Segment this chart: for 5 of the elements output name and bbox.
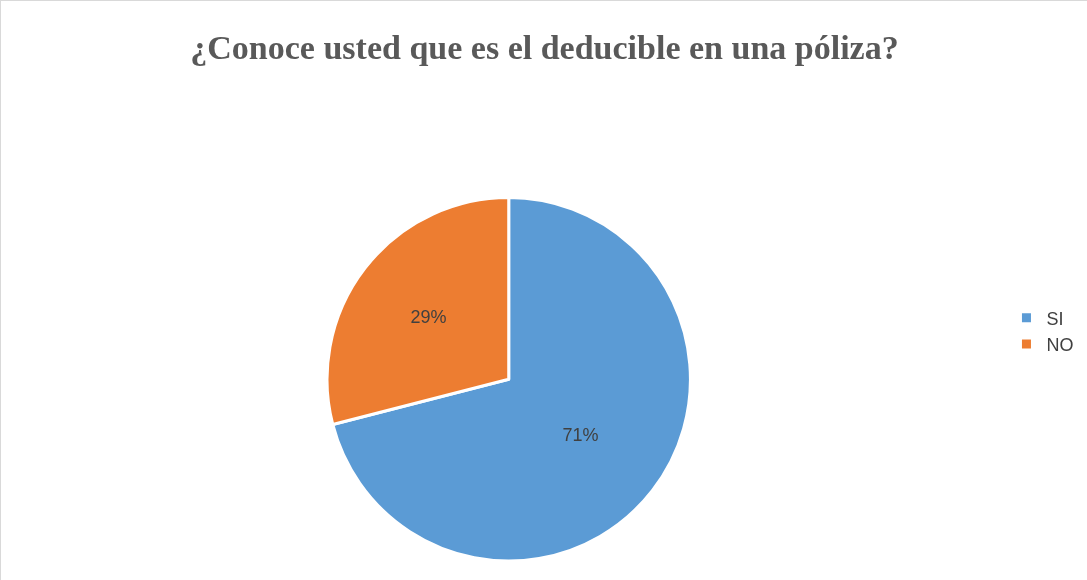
- chart-title: ¿Conoce usted que es el deducible en una póliza?: [190, 29, 899, 67]
- legend-label: SI: [1046, 308, 1064, 329]
- legend-label: NO: [1046, 335, 1074, 356]
- data-label: 71%: [562, 424, 599, 445]
- data-label: 29%: [410, 307, 447, 328]
